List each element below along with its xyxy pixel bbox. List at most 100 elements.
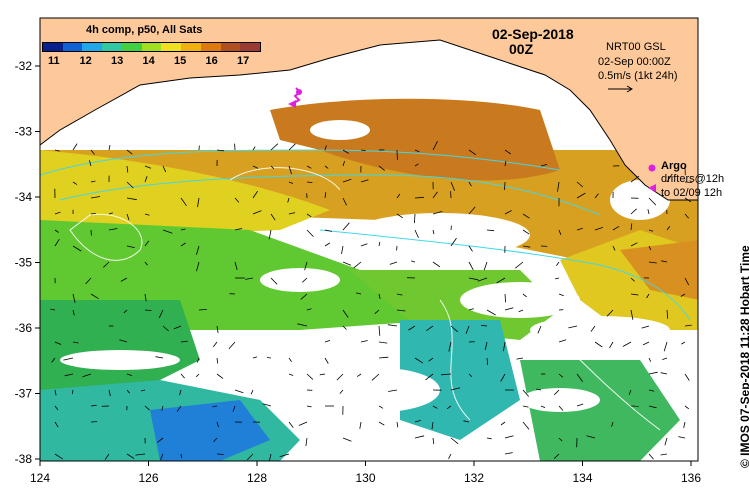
current-arrow [396, 309, 406, 312]
current-arrow [126, 389, 131, 394]
current-arrow [540, 405, 546, 408]
current-arrow [431, 421, 434, 430]
colorbar-segment [161, 43, 182, 51]
colorbar-tick-label: 13 [111, 55, 124, 67]
current-arrow [378, 341, 388, 344]
current-arrow [555, 261, 560, 267]
current-arrow [465, 325, 470, 334]
hour-label: 00Z [509, 41, 534, 57]
current-arrow [252, 210, 262, 215]
current-arrow [319, 373, 326, 376]
current-arrow [262, 403, 272, 407]
current-arrow [288, 357, 292, 363]
current-arrow [50, 308, 56, 311]
current-arrow [54, 421, 59, 428]
current-arrow [342, 197, 347, 206]
current-arrow [72, 245, 82, 252]
current-arrow [360, 243, 368, 247]
current-arrow [216, 149, 225, 152]
current-arrow [666, 174, 673, 183]
current-arrow [504, 149, 511, 155]
current-arrow [432, 405, 438, 409]
current-arrow [504, 307, 514, 311]
current-arrow [54, 229, 59, 233]
current-arrow [54, 405, 59, 411]
current-arrow [216, 421, 219, 428]
current-arrow [234, 261, 238, 271]
current-arrow [660, 372, 668, 375]
current-arrow [414, 149, 420, 153]
current-arrow [648, 245, 652, 251]
current-arrow [268, 229, 272, 240]
current-arrow [432, 437, 435, 445]
current-arrow [245, 277, 254, 280]
y-tick-label: -36 [15, 321, 33, 335]
y-tick-label: -32 [15, 59, 33, 73]
current-arrow [410, 260, 416, 263]
current-arrow [126, 149, 133, 155]
current-arrow [158, 309, 164, 319]
current-arrow [126, 245, 135, 248]
sst-band-blue [150, 400, 270, 461]
current-arrow [144, 309, 152, 311]
current-arrow [162, 325, 169, 332]
y-tick-label: -33 [15, 125, 33, 139]
current-arrow [252, 146, 256, 151]
current-arrow [622, 341, 632, 347]
current-arrow [161, 405, 164, 411]
current-arrow [140, 389, 146, 392]
current-arrow [144, 213, 150, 216]
current-arrow [324, 145, 327, 151]
current-arrow [663, 341, 668, 352]
current-arrow [216, 453, 224, 455]
current-arrow [266, 357, 272, 359]
current-arrow [408, 325, 416, 331]
current-arrow [144, 261, 148, 266]
current-arrow [306, 373, 314, 380]
current-arrow [648, 405, 657, 409]
current-arrow [304, 261, 308, 271]
current-arrow [360, 149, 366, 151]
current-arrow [371, 373, 380, 381]
current-arrow [387, 324, 398, 327]
current-arrow [684, 324, 692, 327]
current-arrow [558, 437, 563, 442]
current-arrow [648, 389, 655, 392]
y-tick-label: -37 [15, 387, 33, 401]
current-arrow [180, 242, 186, 247]
current-arrow [71, 389, 74, 395]
colorbar-segment [220, 43, 241, 51]
current-arrow [630, 242, 638, 247]
x-tick-label: 124 [30, 471, 50, 485]
current-arrow [522, 293, 527, 298]
colorbar-segment [43, 43, 63, 51]
colorbar-tick-label: 16 [205, 55, 218, 67]
current-arrow [594, 341, 603, 348]
current-arrow [90, 293, 99, 300]
current-arrow [162, 165, 167, 173]
x-tick-label: 134 [572, 471, 592, 485]
current-arrow [90, 196, 101, 199]
current-arrow [160, 453, 164, 460]
current-arrow [196, 245, 200, 255]
current-arrow [270, 213, 276, 221]
argo-legend-icon [648, 164, 656, 172]
composite-label: 4h comp, p50, All Sats [86, 24, 203, 36]
current-arrow [234, 197, 240, 203]
current-arrow [247, 453, 254, 461]
colorbar-tick-label: 11 [48, 55, 60, 67]
current-arrow [85, 277, 92, 285]
current-arrow [426, 325, 434, 332]
current-arrow [297, 323, 308, 327]
current-arrow [324, 192, 327, 199]
current-arrow [557, 181, 560, 192]
current-arrow [446, 405, 452, 410]
current-arrow [232, 405, 236, 412]
current-arrow [144, 176, 148, 183]
current-arrow [522, 405, 529, 408]
current-arrow [108, 389, 111, 397]
current-arrow [666, 226, 671, 231]
current-arrow [342, 178, 352, 183]
current-arrow [288, 421, 294, 428]
